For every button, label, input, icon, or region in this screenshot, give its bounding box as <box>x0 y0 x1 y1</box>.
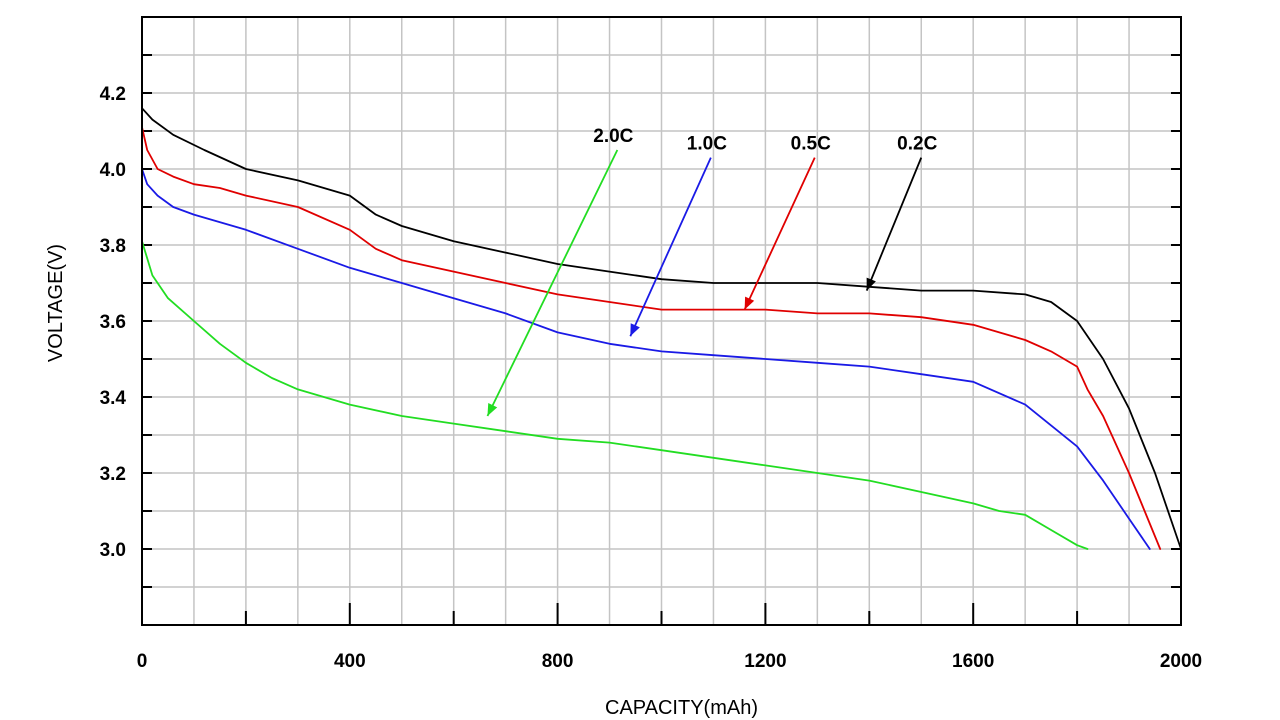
annotation-arrow-2-0c <box>486 149 619 417</box>
annotation-arrowhead-2-0c <box>487 403 498 416</box>
x-axis-title: CAPACITY(mAh) <box>605 697 758 719</box>
y-tick-label: 4.0 <box>100 160 126 181</box>
y-tick-label: 3.0 <box>100 540 126 561</box>
annotation-0-5c: 0.5C <box>743 134 831 310</box>
plot-frame <box>141 16 1182 626</box>
y-tick-label: 3.6 <box>100 312 126 333</box>
annotation-arrowhead-1-0c <box>630 323 640 337</box>
x-tick-label: 1200 <box>744 651 786 672</box>
annotation-label-1-0c: 1.0C <box>687 134 727 155</box>
annotation-2-0c: 2.0C <box>486 126 634 417</box>
annotation-arrowhead-0-2c <box>866 277 876 291</box>
y-tick-label: 3.2 <box>100 464 126 485</box>
annotation-arrowhead-0-5c <box>744 296 755 310</box>
y-tick-label: 3.8 <box>100 236 126 257</box>
series-line-2-0c <box>141 240 1089 550</box>
series-line-1-0c <box>141 168 1151 550</box>
series-line-0-2c <box>141 107 1182 550</box>
annotation-label-0-2c: 0.2C <box>897 134 937 155</box>
grid <box>142 17 1181 625</box>
x-tick-label: 800 <box>542 651 574 672</box>
annotation-arrow-0-5c <box>743 157 816 310</box>
x-tick-label: 2000 <box>1160 651 1202 672</box>
annotation-label-2-0c: 2.0C <box>593 126 633 147</box>
annotations: 2.0C 1.0C 0.5C 0.2C <box>486 126 938 417</box>
annotation-0-2c: 0.2C <box>865 134 938 291</box>
series-line-0-5c <box>141 126 1162 550</box>
annotation-arrow-1-0c <box>629 157 712 337</box>
axis-ticks: 0 400 800 1200 1600 2000 3.0 3.2 3.4 3.6 3.8 4.0 4.2 <box>100 54 1202 672</box>
annotation-arrow-0-2c <box>865 157 923 291</box>
y-tick-label: 4.2 <box>100 84 126 105</box>
x-tick-label: 1600 <box>952 651 994 672</box>
x-tick-label: 400 <box>334 651 366 672</box>
annotation-label-0-5c: 0.5C <box>791 134 831 155</box>
series-lines <box>141 107 1182 550</box>
annotation-1-0c: 1.0C <box>629 134 727 337</box>
x-tick-label: 0 <box>137 651 148 672</box>
y-tick-label: 3.4 <box>100 388 127 409</box>
y-axis-title: VOLTAGE(V) <box>45 244 67 362</box>
